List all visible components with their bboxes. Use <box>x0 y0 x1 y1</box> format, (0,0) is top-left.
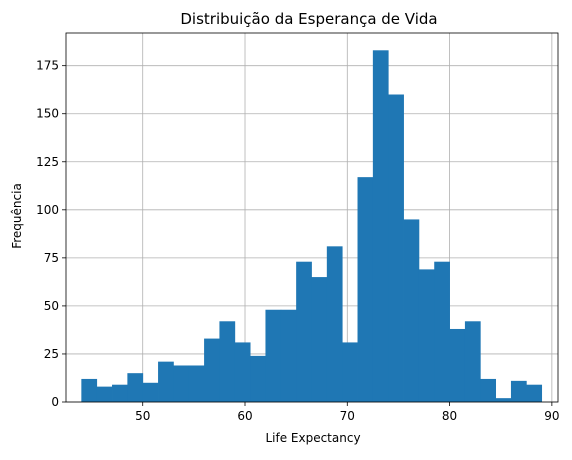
histogram-bar <box>250 355 266 402</box>
histogram-bar <box>296 261 312 402</box>
y-tick-label: 175 <box>36 59 59 73</box>
histogram-bar <box>449 328 466 402</box>
y-tick-label: 100 <box>36 203 59 217</box>
histogram-bar <box>81 378 98 402</box>
histogram-bar <box>219 321 236 402</box>
histogram-bar <box>464 321 481 402</box>
chart-title: Distribuição da Esperança de Vida <box>180 10 437 28</box>
x-tick-label: 60 <box>237 409 252 423</box>
histogram-bar <box>311 277 328 402</box>
histogram-bar <box>357 177 374 402</box>
histogram-bar <box>96 386 113 402</box>
histogram-bar <box>188 365 205 402</box>
histogram-bar <box>234 342 251 402</box>
histogram-bar <box>326 246 343 402</box>
histogram-bar <box>158 361 174 402</box>
histogram-bar <box>112 384 128 402</box>
histogram-bar <box>526 384 543 402</box>
axes-layer <box>65 32 559 403</box>
histogram-bar <box>480 378 497 402</box>
x-axis-label: Life Expectancy <box>265 431 360 445</box>
bars-layer <box>81 50 543 402</box>
x-tick-label: 50 <box>135 409 150 423</box>
x-tick-label: 90 <box>544 409 559 423</box>
histogram-bar <box>204 338 220 402</box>
y-tick-label: 0 <box>51 395 59 409</box>
histogram-bar <box>127 373 144 402</box>
ticks-layer: 50 60 70 80 90 0 25 50 75 100 125 150 175 <box>36 59 559 423</box>
histogram-bar <box>173 365 190 402</box>
plot-frame <box>65 32 559 403</box>
x-tick-label: 80 <box>442 409 457 423</box>
y-tick-label: 25 <box>44 347 59 361</box>
histogram-bar <box>403 219 420 402</box>
y-tick-label: 125 <box>36 155 59 169</box>
x-tick-label: 70 <box>340 409 355 423</box>
y-tick-label: 150 <box>36 107 59 121</box>
histogram-bar <box>388 94 404 402</box>
histogram-bar <box>510 380 527 402</box>
y-tick-label: 50 <box>44 299 59 313</box>
histogram-bar <box>280 309 297 402</box>
y-tick-label: 75 <box>44 251 59 265</box>
y-axis-label: Frequência <box>10 183 24 249</box>
histogram-bar <box>265 309 282 402</box>
histogram-bar <box>418 269 435 402</box>
histogram-bar <box>495 398 512 402</box>
histogram-bar <box>434 261 450 402</box>
histogram-bar <box>372 50 389 402</box>
histogram-bar <box>142 382 159 402</box>
histogram-bar <box>342 342 358 402</box>
